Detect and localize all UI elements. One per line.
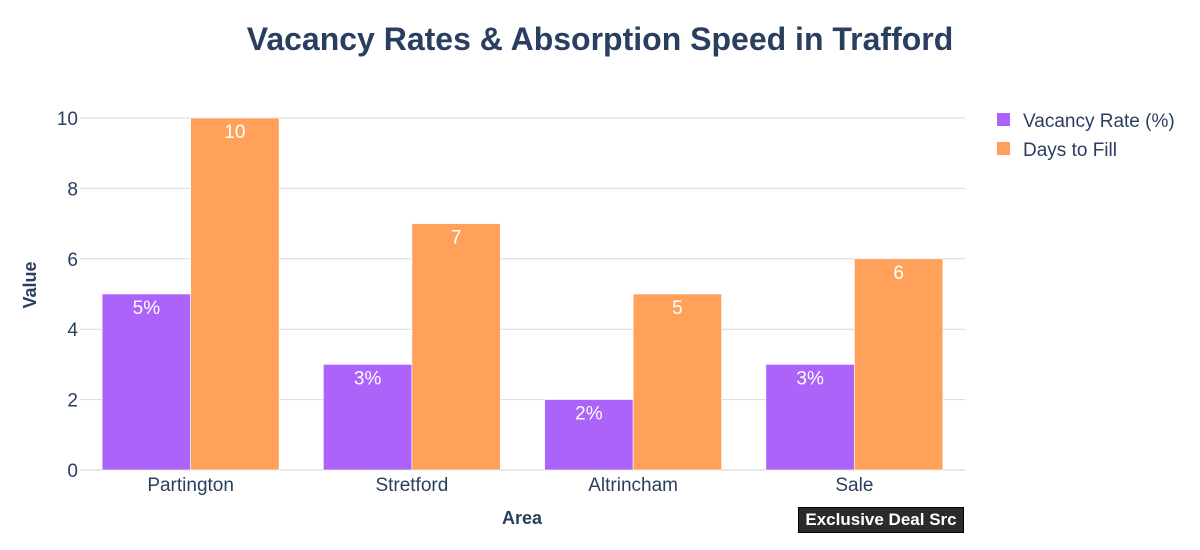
bar-data-label: 2% <box>575 404 603 425</box>
x-tick-label: Sale <box>835 475 873 496</box>
bar[interactable] <box>323 364 413 471</box>
x-tick-label: Altrincham <box>588 475 678 496</box>
legend-label: Days to Fill <box>1023 140 1117 161</box>
legend-item[interactable]: Vacancy Rate (%) <box>997 111 1175 132</box>
axis-ticks: 0 2 4 6 8 10 Partington Stretford Altrincham Sale <box>57 109 874 496</box>
legend[interactable]: Vacancy Rate (%) Days to Fill <box>997 111 1175 161</box>
bar[interactable] <box>854 258 944 471</box>
x-tick-label: Partington <box>147 475 234 496</box>
bar-data-label: 3% <box>796 368 824 389</box>
y-axis-title: Value <box>20 261 40 308</box>
y-tick-label: 4 <box>67 320 78 341</box>
bar[interactable] <box>101 293 191 471</box>
bar-data-label: 3% <box>354 368 382 389</box>
bar[interactable] <box>411 223 501 471</box>
y-tick-label: 8 <box>67 179 78 200</box>
bar[interactable] <box>190 117 280 471</box>
x-tick-label: Stretford <box>375 475 448 496</box>
legend-swatch <box>997 142 1010 155</box>
y-tick-label: 6 <box>67 250 78 271</box>
bar-data-label: 6 <box>893 263 904 284</box>
watermark-badge: Exclusive Deal Src <box>798 507 964 533</box>
bar-data-label: 10 <box>224 122 245 143</box>
bar[interactable] <box>765 364 855 471</box>
legend-swatch <box>997 113 1010 126</box>
y-tick-label: 0 <box>67 461 78 482</box>
y-tick-label: 10 <box>57 109 78 130</box>
bars: 5% 10 3% 7 2% 5 3% 6 <box>101 117 944 471</box>
bar-data-label: 7 <box>451 228 462 249</box>
chart-title: Vacancy Rates & Absorption Speed in Traf… <box>247 21 954 57</box>
legend-label: Vacancy Rate (%) <box>1023 111 1175 132</box>
y-tick-label: 2 <box>67 391 78 412</box>
bar-data-label: 5 <box>672 298 683 319</box>
x-axis-title: Area <box>502 508 543 528</box>
bar-data-label: 5% <box>133 298 161 319</box>
legend-item[interactable]: Days to Fill <box>997 140 1117 161</box>
bar[interactable] <box>632 293 722 471</box>
